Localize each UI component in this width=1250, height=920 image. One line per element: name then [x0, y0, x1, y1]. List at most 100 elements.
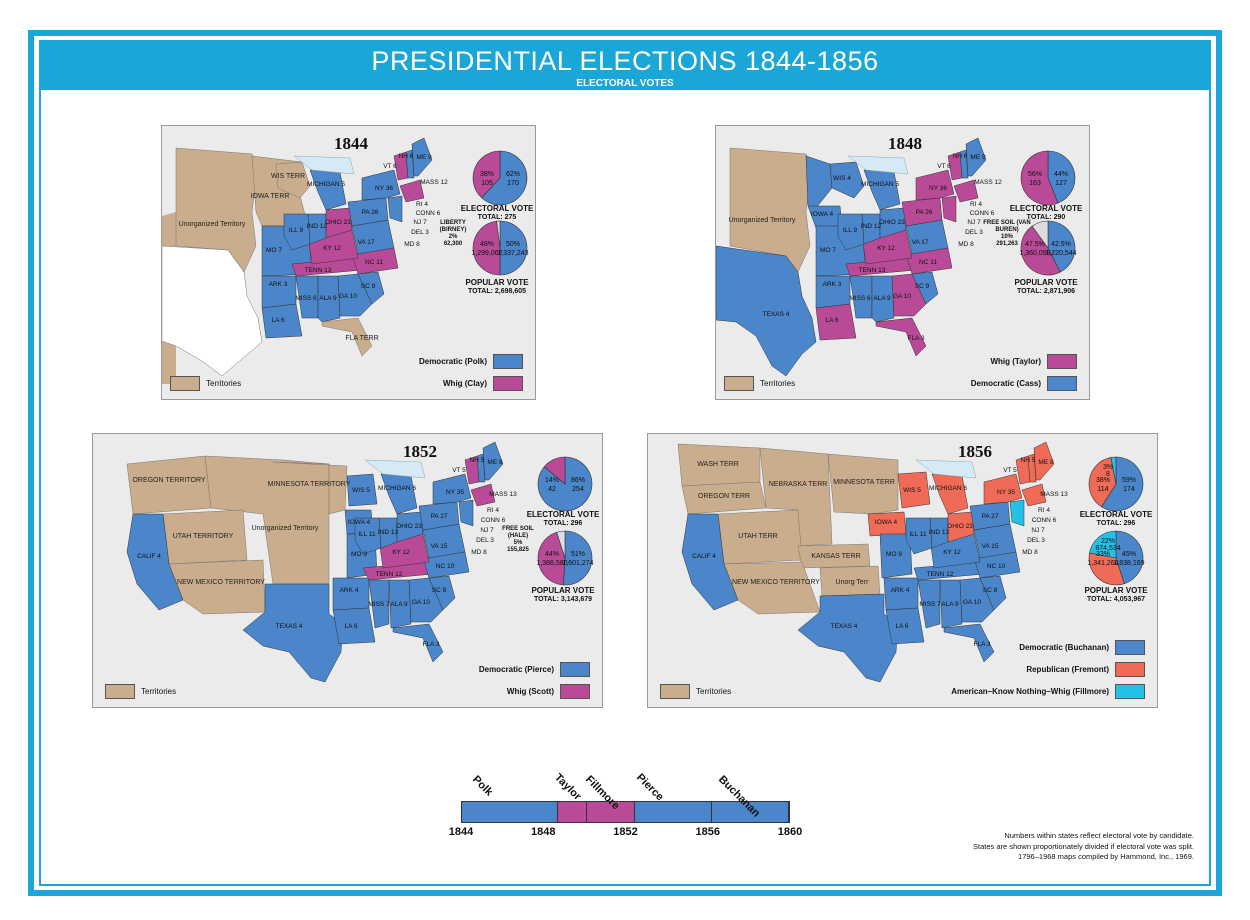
- label-texas: TEXAS 4: [763, 311, 790, 318]
- label-ri: RI 4: [487, 507, 499, 514]
- timeline-segment-buchanan: [712, 802, 789, 822]
- label-pa: PA 27: [431, 513, 448, 520]
- page-title: PRESIDENTIAL ELECTIONS 1844-1856: [371, 46, 879, 76]
- label-del: DEL 3: [1027, 537, 1045, 544]
- popular-total: TOTAL: 2,871,906: [1016, 288, 1076, 295]
- pie-label-votes: 163: [1029, 180, 1041, 187]
- timeline-year-label: 1844: [448, 826, 474, 838]
- label-la: LA 6: [344, 623, 357, 630]
- label-ga: GA 10: [963, 599, 981, 606]
- state-new-hampshire: [1027, 453, 1037, 483]
- legend-label: American–Know Nothing–Whig (Fillmore): [951, 687, 1109, 696]
- florida-territory: [321, 317, 373, 357]
- label-nh: NH 5: [1021, 457, 1036, 464]
- state-new-york: [915, 169, 955, 201]
- label-wis-terr: WIS TERR: [271, 173, 305, 180]
- label-ga: GA 10: [412, 599, 430, 606]
- state-alabama: [388, 579, 412, 629]
- label-ill: ILL 9: [843, 227, 858, 234]
- label-vt: VT 5: [1003, 467, 1017, 474]
- label-mass: MASS 12: [420, 179, 448, 186]
- territories-legend: Territories: [170, 376, 241, 391]
- third-label: FREE SOIL (VAN BUREN): [983, 220, 1031, 233]
- third-pct: 5%: [513, 540, 523, 546]
- state-illinois: [837, 213, 865, 251]
- state-wisconsin: [346, 473, 378, 507]
- state-louisiana: [815, 303, 857, 341]
- footnote-line: 1796–1968 maps compiled by Hammond, Inc.…: [1018, 852, 1194, 861]
- label-wis: WIS 4: [833, 175, 851, 182]
- minnesota-territory: [272, 461, 348, 515]
- label-utah: UTAH TERRITORY: [173, 533, 234, 540]
- electoral-pie-1852: 86% 254 14% 42: [537, 456, 593, 512]
- state-georgia: [891, 273, 927, 317]
- label-ark: ARK 3: [823, 281, 842, 288]
- pie-slice-democratic: [1101, 456, 1144, 512]
- pie-label-votes: 1,601,274: [562, 560, 593, 567]
- pie-label-pct: 48%: [480, 241, 494, 248]
- state-pennsylvania: [969, 501, 1011, 531]
- label-vt: VT 6: [383, 163, 397, 170]
- label-mo: MO 7: [820, 247, 836, 254]
- label-fla: FLA 3: [908, 335, 925, 342]
- pie-label-votes: 127: [1055, 180, 1067, 187]
- legend-swatch: [1115, 662, 1145, 677]
- label-ohio: OHIO 23: [947, 523, 973, 530]
- label-ri: RI 4: [970, 201, 982, 208]
- state-minnesota-area: [805, 155, 833, 209]
- label-ark: ARK 4: [891, 587, 910, 594]
- map-panel-1852: ME 8 NH 5 VT 5 MASS 13 RI 4 CONN 6 NJ 7 …: [92, 433, 603, 708]
- state-florida: [875, 317, 927, 357]
- legend-item: American–Know Nothing–Whig (Fillmore): [945, 684, 1145, 699]
- label-ohio: OHIO 23: [396, 523, 422, 530]
- label-ind: IND 13: [378, 529, 399, 536]
- timeline-segment-pierce: [635, 802, 713, 822]
- legend-swatch: [493, 354, 523, 369]
- state-massachusetts: [1021, 483, 1047, 507]
- label-sc: SC 9: [915, 283, 930, 290]
- state-illinois: [354, 517, 382, 555]
- legend-item: Whig (Taylor): [990, 354, 1077, 369]
- state-new-york: [432, 473, 472, 505]
- electoral-caption: ELECTORAL VOTE TOTAL: 296: [1074, 510, 1157, 528]
- third-votes: 155,825: [507, 547, 529, 553]
- great-lakes: [364, 459, 426, 479]
- state-pennsylvania: [901, 197, 943, 227]
- legend-item: Republican (Fremont): [1026, 662, 1145, 677]
- pie-label-votes: 105: [481, 180, 493, 187]
- state-georgia: [959, 577, 995, 623]
- pie-slice-opposition: [472, 150, 501, 199]
- label-utah: UTAH TERR: [738, 533, 777, 540]
- label-ky: KY 12: [323, 245, 341, 252]
- label-ky: KY 12: [392, 549, 410, 556]
- state-georgia: [408, 577, 444, 623]
- pie-label-votes: 874,534: [1095, 545, 1120, 552]
- state-alabama: [871, 275, 895, 323]
- timeline-year-label: 1856: [695, 826, 720, 838]
- label-sc: SC 9: [361, 283, 376, 290]
- label-nc: NC 11: [919, 259, 937, 266]
- legend-item: Whig (Scott): [507, 684, 590, 699]
- electoral-pie-1844: 62% 170 38% 105: [472, 150, 528, 206]
- state-ohio: [879, 207, 907, 239]
- outer-frame: [28, 30, 1222, 896]
- pie-slice-democratic: [1115, 530, 1144, 585]
- state-pennsylvania: [418, 501, 460, 531]
- state-alabama: [317, 275, 341, 323]
- state-california: [126, 513, 184, 611]
- great-lakes: [293, 155, 355, 175]
- label-nh: NH 6: [953, 153, 968, 160]
- label-ala: ALA 9: [873, 295, 891, 302]
- state-illinois: [905, 517, 933, 555]
- label-ny: NY 36: [929, 185, 947, 192]
- state-ohio: [396, 511, 424, 543]
- legend-swatch: [1115, 684, 1145, 699]
- third-pct: 10%: [1000, 234, 1013, 240]
- state-south-carolina: [428, 575, 456, 611]
- label-va: VA 15: [982, 543, 999, 550]
- electoral-caption: ELECTORAL VOTE TOTAL: 275: [457, 204, 535, 222]
- label-newmexico: NEW MEXICO TERRITORY: [732, 579, 820, 586]
